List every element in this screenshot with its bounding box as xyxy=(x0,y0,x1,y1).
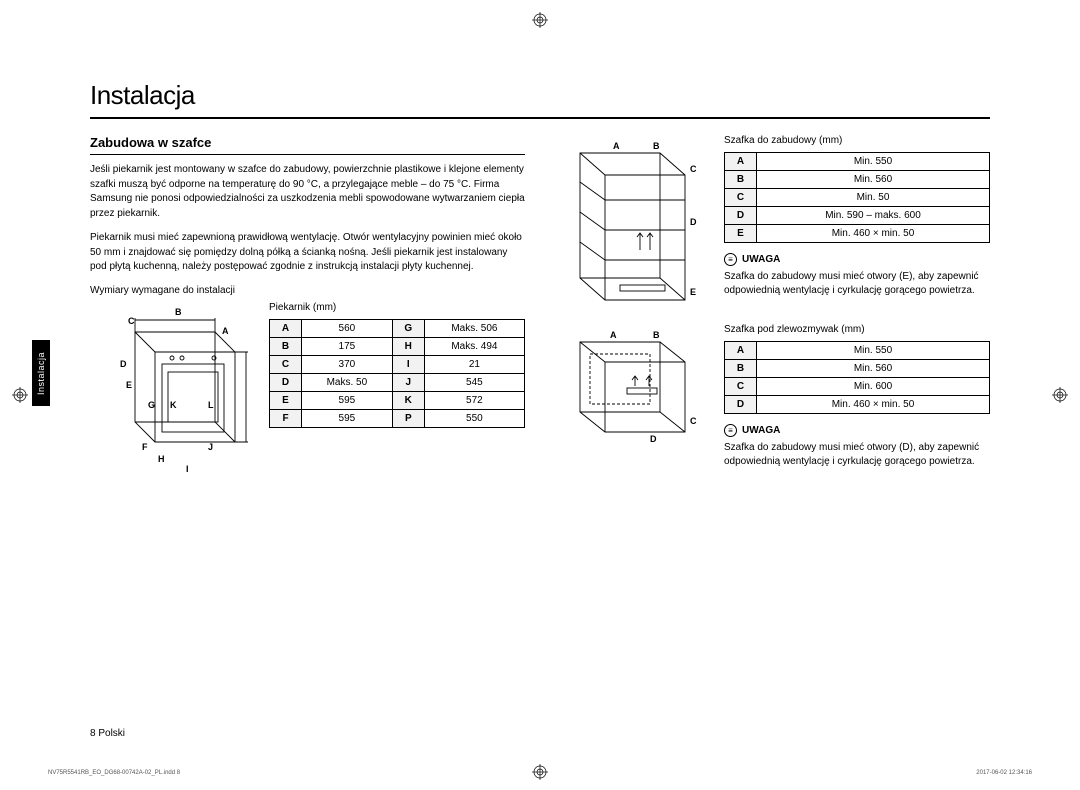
svg-text:H: H xyxy=(158,454,165,464)
svg-text:G: G xyxy=(148,400,155,410)
page-footer: 8 Polski xyxy=(90,728,125,739)
caption-oven: Piekarnik (mm) xyxy=(269,302,525,313)
caption-tall: Szafka do zabudowy (mm) xyxy=(724,135,990,146)
svg-text:E: E xyxy=(126,380,132,390)
oven-table-wrap: Piekarnik (mm) A560GMaks. 506 B175HMaks.… xyxy=(269,302,525,428)
diagram-tall-cabinet: A B C D E xyxy=(555,135,710,310)
page-body: Instalacja Zabudowa w szafce Jeśli pieka… xyxy=(90,80,990,477)
sink-table-wrap: Szafka pod zlewozmywak (mm) AMin. 550 BM… xyxy=(724,324,990,469)
svg-text:D: D xyxy=(120,359,127,369)
note-icon: ≡ xyxy=(724,253,737,266)
diagram-oven: B C A D E G K L F H I J xyxy=(90,302,255,477)
reg-mark-top xyxy=(532,12,548,28)
reg-mark-right xyxy=(1052,387,1068,403)
tall-table-wrap: Szafka do zabudowy (mm) AMin. 550 BMin. … xyxy=(724,135,990,298)
svg-text:A: A xyxy=(613,141,620,151)
para-2: Piekarnik musi mieć zapewnioną prawidłow… xyxy=(90,231,525,275)
note-heading-tall: ≡ UWAGA xyxy=(724,253,990,266)
svg-text:I: I xyxy=(186,464,189,474)
print-mark-left: NV75R5541RB_EO_DG68-00742A-02_PL.indd 8 xyxy=(48,770,180,776)
note-body-sink: Szafka do zabudowy musi mieć otwory (D),… xyxy=(724,441,990,469)
svg-text:A: A xyxy=(222,326,229,336)
note-body-tall: Szafka do zabudowy musi mieć otwory (E),… xyxy=(724,270,990,298)
svg-text:B: B xyxy=(653,330,660,340)
svg-text:C: C xyxy=(690,416,697,426)
caption-required-dims: Wymiary wymagane do instalacji xyxy=(90,285,525,296)
sink-dims-table: AMin. 550 BMin. 560 CMin. 600 DMin. 460 … xyxy=(724,341,990,414)
side-tab: Instalacja xyxy=(32,340,50,406)
col-right: A B C D E Szafka do zabudowy (mm) AMin. … xyxy=(555,135,990,477)
reg-mark-left xyxy=(12,387,28,403)
svg-text:A: A xyxy=(610,330,617,340)
note-heading-sink: ≡ UWAGA xyxy=(724,424,990,437)
svg-text:B: B xyxy=(175,307,182,317)
svg-text:L: L xyxy=(208,400,214,410)
svg-text:D: D xyxy=(690,217,697,227)
svg-text:E: E xyxy=(690,287,696,297)
caption-sink: Szafka pod zlewozmywak (mm) xyxy=(724,324,990,335)
col-left: Zabudowa w szafce Jeśli piekarnik jest m… xyxy=(90,135,525,477)
page-title: Instalacja xyxy=(90,80,990,119)
svg-text:C: C xyxy=(690,164,697,174)
svg-text:D: D xyxy=(650,434,657,444)
reg-mark-bottom xyxy=(532,764,548,780)
tall-dims-table: AMin. 550 BMin. 560 CMin. 50 DMin. 590 –… xyxy=(724,152,990,243)
note-icon: ≡ xyxy=(724,424,737,437)
para-1: Jeśli piekarnik jest montowany w szafce … xyxy=(90,163,525,221)
oven-dims-table: A560GMaks. 506 B175HMaks. 494 C370I21 DM… xyxy=(269,319,525,428)
svg-text:C: C xyxy=(128,316,135,326)
print-mark-right: 2017-06-02 12:34:16 xyxy=(976,770,1032,776)
svg-text:K: K xyxy=(170,400,177,410)
svg-text:F: F xyxy=(142,442,148,452)
svg-text:J: J xyxy=(208,442,213,452)
section-heading: Zabudowa w szafce xyxy=(90,135,525,155)
diagram-sink-cabinet: A B C D xyxy=(555,324,710,444)
svg-text:B: B xyxy=(653,141,660,151)
